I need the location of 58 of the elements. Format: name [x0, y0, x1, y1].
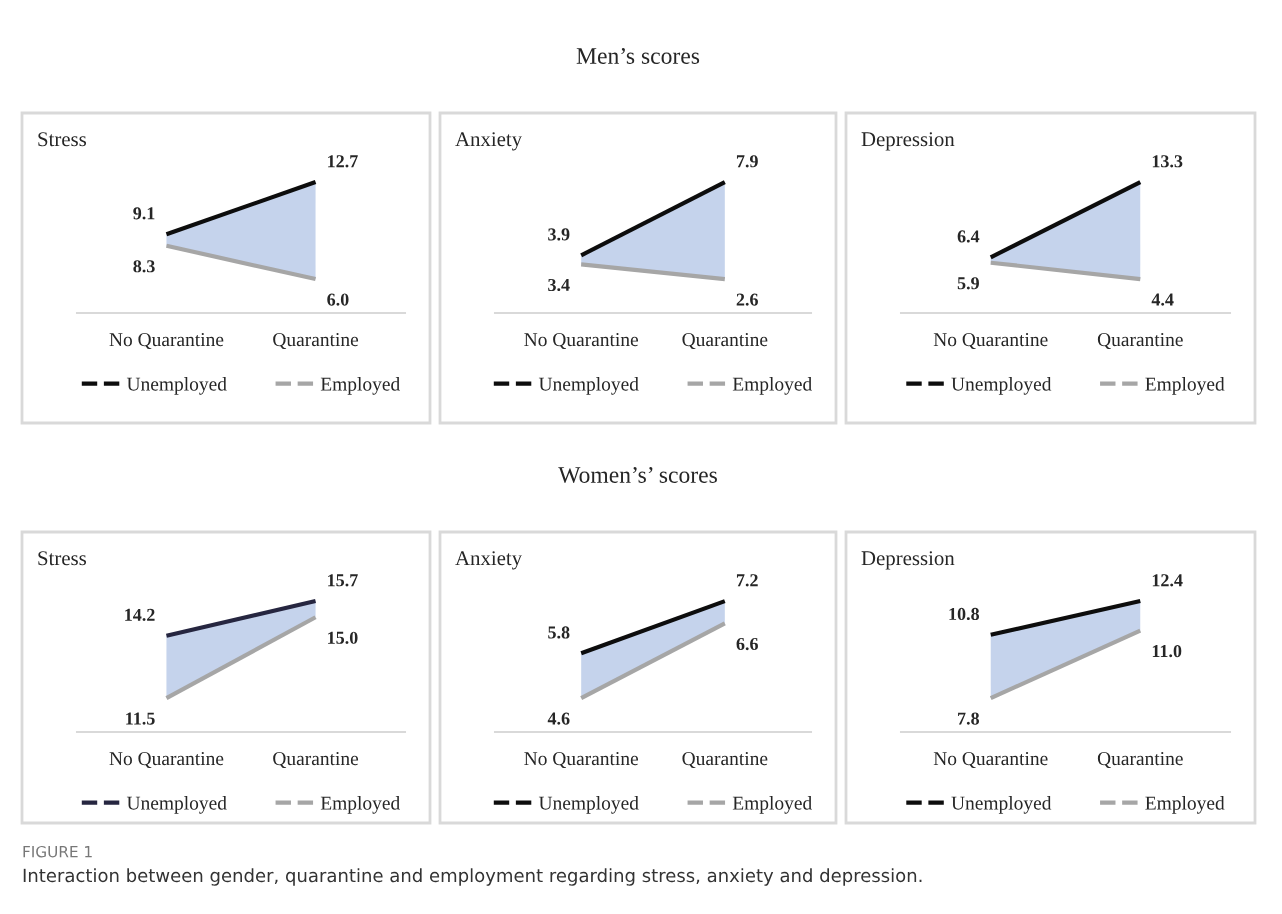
data-label: 6.4: [957, 230, 980, 243]
legend-label: Unemployed: [126, 377, 227, 395]
legend-label: Employed: [1145, 377, 1225, 395]
data-label: 5.8: [548, 626, 570, 639]
data-label: 4.4: [1151, 293, 1174, 306]
chart-title: Anxiety: [455, 551, 523, 570]
legend-label: Employed: [320, 796, 400, 814]
data-label: 7.9: [736, 155, 758, 168]
x-tick-label: Quarantine: [682, 752, 768, 769]
legend-label: Unemployed: [951, 377, 1052, 395]
data-label: 3.4: [548, 278, 570, 292]
data-label: 2.6: [736, 293, 758, 306]
data-label: 6.6: [736, 637, 758, 651]
data-label: 11.5: [126, 712, 155, 725]
x-tick-label: No Quarantine: [933, 752, 1048, 769]
data-label: 9.1: [133, 207, 155, 220]
text: Interaction between gender, quarantine and employment regarding stress, anxiety and depression.: [23, 868, 922, 886]
x-tick-label: Quarantine: [273, 752, 359, 769]
data-label: 13.3: [1152, 155, 1183, 168]
x-tick-label: Quarantine: [1097, 333, 1183, 350]
legend-label: Unemployed: [538, 796, 639, 814]
x-tick-label: Quarantine: [273, 333, 359, 350]
x-tick-label: No Quarantine: [933, 333, 1048, 350]
data-label: 7.8: [958, 712, 980, 725]
data-label: 5.9: [957, 277, 979, 290]
data-label: 3.9: [548, 228, 570, 241]
x-tick-label: No Quarantine: [524, 752, 639, 769]
chart-title: Anxiety: [455, 132, 523, 151]
chart-title: Depression: [861, 551, 955, 570]
data-label: 14.2: [125, 608, 155, 622]
x-tick-label: No Quarantine: [109, 752, 224, 769]
legend-label: Employed: [1145, 796, 1225, 814]
legend-label: Unemployed: [951, 796, 1052, 814]
data-label: 8.3: [133, 260, 155, 273]
data-label: 10.8: [949, 607, 980, 621]
data-label: 11.0: [1152, 645, 1182, 658]
data-label: 15.0: [328, 631, 358, 644]
data-label: 12.4: [1152, 574, 1183, 587]
legend-label: Unemployed: [538, 377, 639, 395]
data-label: 4.6: [547, 712, 570, 725]
x-tick-label: No Quarantine: [109, 333, 224, 350]
x-tick-label: No Quarantine: [524, 333, 639, 350]
data-label: 7.2: [736, 574, 758, 587]
chart-subtitle: Women’s’ scores: [558, 466, 717, 484]
chart-title: Stress: [38, 551, 87, 566]
data-label: 12.7: [328, 155, 358, 168]
caption: FIGURE 1: [23, 845, 92, 858]
data-label: 6.0: [327, 293, 349, 306]
chart-subtitle: Men’s scores: [576, 47, 700, 64]
chart-title: Depression: [861, 132, 955, 151]
legend-label: Employed: [732, 796, 812, 814]
legend-label: Employed: [732, 377, 812, 395]
chart-title: Stress: [38, 132, 87, 147]
x-tick-label: Quarantine: [682, 333, 768, 350]
data-label: 15.7: [328, 574, 358, 587]
legend-label: Employed: [320, 377, 400, 395]
legend-label: Unemployed: [126, 796, 227, 814]
x-tick-label: Quarantine: [1097, 752, 1183, 769]
